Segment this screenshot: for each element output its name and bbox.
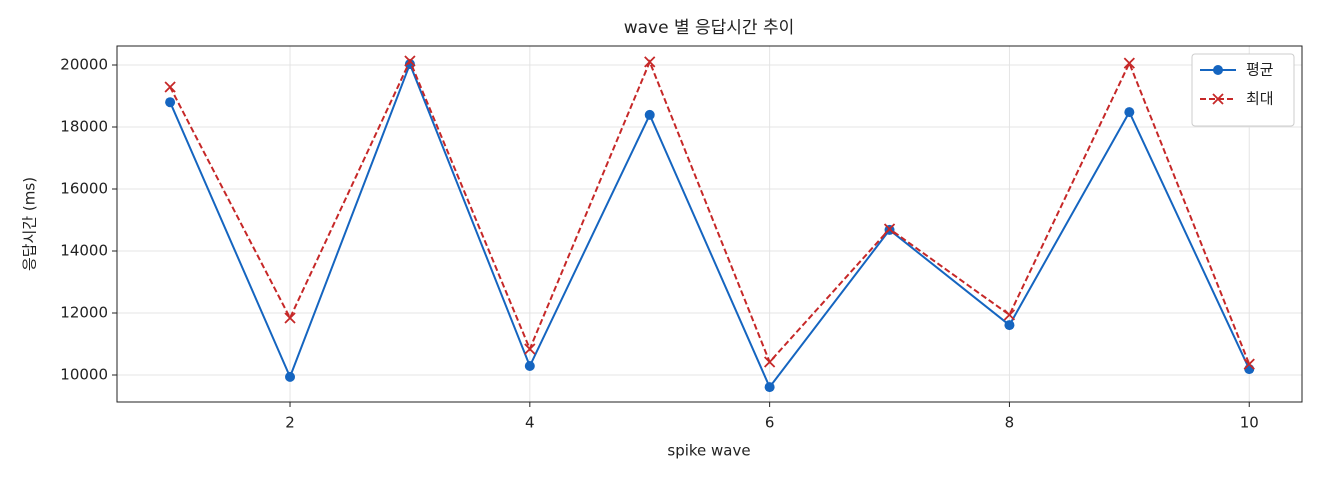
point [1243, 358, 1255, 370]
series-line [169, 61, 1251, 390]
x-tick-label: 2 [285, 414, 295, 432]
y-tick-label: 14000 [60, 242, 108, 260]
point [524, 343, 536, 355]
series-line [169, 58, 1251, 365]
point [524, 361, 535, 372]
legend-label: 최대 [1246, 90, 1274, 108]
point [1123, 57, 1135, 69]
point [165, 97, 176, 108]
point [1244, 364, 1255, 375]
point [763, 356, 776, 368]
y-axis-label: 응답시간 (ms) [21, 177, 39, 271]
point [404, 55, 416, 67]
x-tick-label: 10 [1240, 414, 1259, 432]
point [644, 109, 655, 120]
point [1003, 309, 1016, 321]
x-axis-label: spike wave [667, 442, 750, 460]
point [644, 56, 656, 68]
point [285, 371, 296, 382]
x-tick-label: 4 [525, 414, 535, 432]
legend-box [1191, 53, 1295, 127]
point [1004, 320, 1015, 331]
point [164, 81, 176, 93]
x-tick-label: 6 [765, 414, 775, 432]
point [1124, 107, 1135, 118]
legend-marker [1212, 93, 1224, 105]
point [764, 382, 775, 393]
plot-frame [116, 45, 1303, 403]
y-tick-label: 16000 [60, 180, 108, 198]
y-tick-label: 20000 [60, 56, 108, 74]
x-tick-label: 8 [1005, 414, 1015, 432]
y-tick-label: 12000 [60, 304, 108, 322]
point [883, 223, 896, 235]
y-tick-label: 18000 [60, 118, 108, 136]
y-tick-label: 10000 [60, 365, 108, 383]
legend-label: 평균 [1246, 61, 1274, 79]
chart-title: wave 별 응답시간 추이 [624, 18, 795, 38]
point [284, 312, 296, 324]
legend-marker [1213, 65, 1223, 75]
